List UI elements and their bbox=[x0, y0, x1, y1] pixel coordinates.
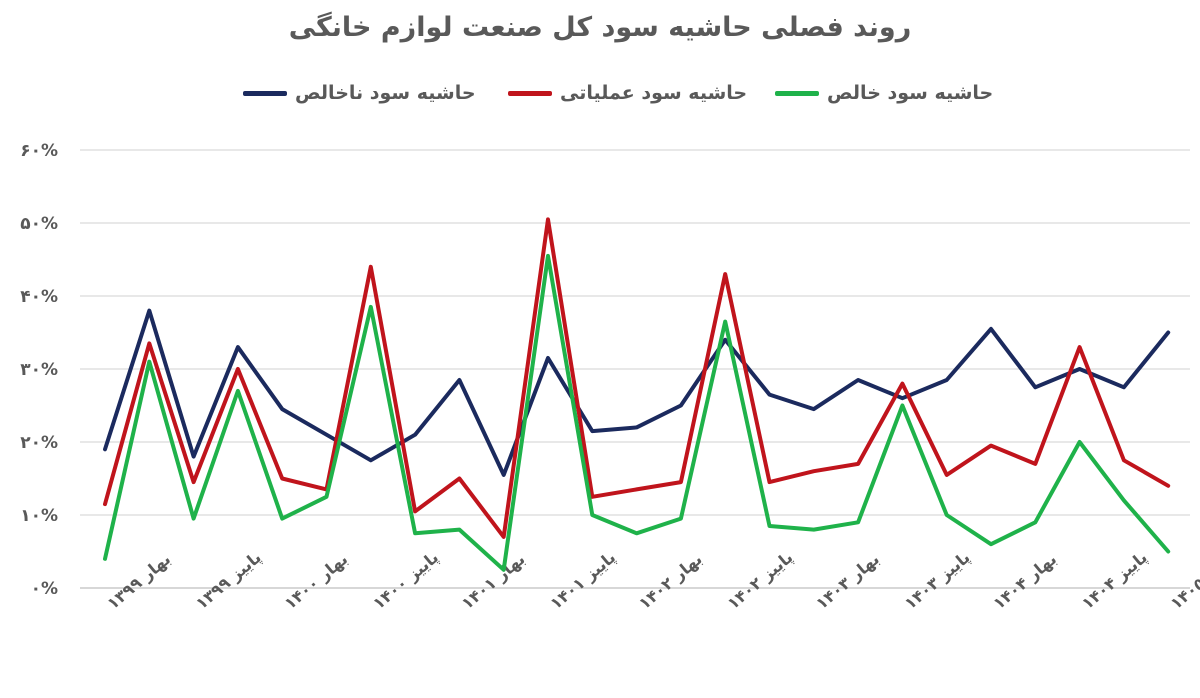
legend: حاشیه سود ناخالص حاشیه سود عملیاتی حاشیه… bbox=[0, 82, 1200, 112]
legend-label-gross: حاشیه سود ناخالص bbox=[295, 82, 476, 104]
x-tick-label: بهار ۱۴۰۰ bbox=[281, 549, 352, 613]
x-tick-label: بهار ۱۴۰۴ bbox=[989, 549, 1060, 613]
gridlines bbox=[80, 149, 1190, 589]
x-tick-label: پاییز ۱۳۹۹ bbox=[192, 548, 265, 614]
series-lines bbox=[103, 217, 1171, 572]
y-tick-label: ۱۰% bbox=[20, 506, 58, 526]
legend-item-operating: حاشیه سود عملیاتی bbox=[508, 82, 747, 104]
legend-label-operating: حاشیه سود عملیاتی bbox=[560, 82, 748, 104]
y-tick-label: ۴۰% bbox=[20, 287, 58, 307]
legend-swatch-operating bbox=[508, 90, 552, 96]
series-line-2 bbox=[103, 253, 1171, 572]
x-tick-label: بهار۱۴۰۵ bbox=[1167, 553, 1200, 613]
legend-item-gross: حاشیه سود ناخالص bbox=[243, 82, 476, 104]
x-tick-label: پاییز ۱۴۰۲ bbox=[724, 548, 797, 614]
legend-item-net: حاشیه سود خالص bbox=[775, 82, 993, 104]
series-line-1 bbox=[103, 217, 1171, 539]
series-line-0 bbox=[103, 308, 1171, 477]
x-tick-label: بهار ۱۳۹۹ bbox=[103, 549, 174, 613]
x-tick-label: پاییز ۱۴۰۴ bbox=[1078, 548, 1151, 614]
chart-title: روند فصلی حاشیه سود کل صنعت لوازم خانگی bbox=[288, 12, 912, 43]
y-axis-ticks: ۰% ۱۰% ۲۰% ۳۰% ۴۰% ۵۰% ۶۰% bbox=[20, 141, 58, 599]
x-tick-label: بهار ۱۴۰۲ bbox=[635, 549, 706, 613]
y-tick-label: ۶۰% bbox=[20, 141, 58, 161]
legend-swatch-gross bbox=[243, 90, 287, 96]
x-tick-label: پاییز ۱۴۰۳ bbox=[901, 548, 974, 614]
x-tick-label: بهار ۱۴۰۳ bbox=[812, 549, 883, 613]
x-tick-label: پاییز ۱۴۰۰ bbox=[369, 548, 442, 614]
x-tick-label: پاییز ۱۴۰۱ bbox=[546, 548, 619, 614]
y-tick-label: ۵۰% bbox=[20, 214, 58, 234]
legend-label-net: حاشیه سود خالص bbox=[827, 82, 994, 104]
y-tick-label: ۳۰% bbox=[20, 360, 58, 380]
legend-swatch-net bbox=[775, 90, 819, 96]
y-tick-label: ۲۰% bbox=[20, 433, 58, 453]
y-tick-label: ۰% bbox=[31, 579, 58, 599]
